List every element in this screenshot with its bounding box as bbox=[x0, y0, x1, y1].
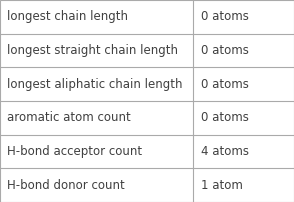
Text: aromatic atom count: aromatic atom count bbox=[7, 111, 131, 124]
Text: H-bond donor count: H-bond donor count bbox=[7, 179, 125, 192]
Text: 0 atoms: 0 atoms bbox=[201, 10, 249, 23]
Text: 0 atoms: 0 atoms bbox=[201, 44, 249, 57]
Text: 0 atoms: 0 atoms bbox=[201, 78, 249, 91]
Text: longest straight chain length: longest straight chain length bbox=[7, 44, 178, 57]
Text: H-bond acceptor count: H-bond acceptor count bbox=[7, 145, 143, 158]
Text: 4 atoms: 4 atoms bbox=[201, 145, 249, 158]
Text: 0 atoms: 0 atoms bbox=[201, 111, 249, 124]
Text: longest chain length: longest chain length bbox=[7, 10, 128, 23]
Text: 1 atom: 1 atom bbox=[201, 179, 243, 192]
Text: longest aliphatic chain length: longest aliphatic chain length bbox=[7, 78, 183, 91]
